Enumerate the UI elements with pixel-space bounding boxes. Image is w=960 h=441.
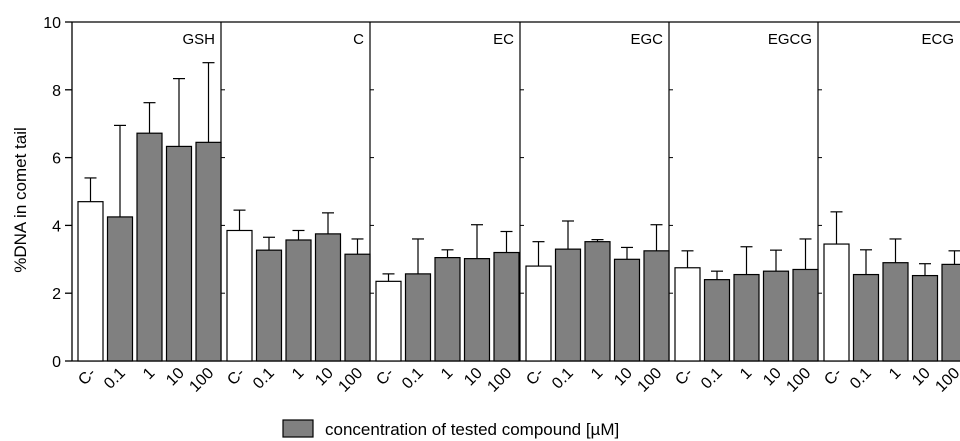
panel-label-c: C [353,31,364,48]
x-tick-label: 0.1 [399,365,427,393]
bar-egc-10 [613,258,641,362]
x-tick-label: 10 [909,365,934,390]
bar-ec-C- [375,280,402,362]
y-tick-label: 8 [52,83,61,100]
x-tick-label: 0.1 [101,365,129,393]
panel-label-egc: EGC [630,31,663,48]
bar-ec-100 [493,251,520,362]
bar-ec-10 [463,258,491,362]
bar-c-C- [226,229,253,362]
x-tick-label: 0.1 [549,365,577,393]
x-tick-label: 100 [783,365,814,396]
bar-c-100 [344,253,371,362]
x-tick-label: 100 [484,365,515,396]
panel-label-ec: EC [493,31,514,48]
bars-group [77,62,960,362]
x-tick-label: 10 [760,365,785,390]
legend-swatch [282,419,314,438]
x-tick-label: 1 [588,365,606,383]
x-tick-label: C- [672,365,696,389]
bar-gsh-10 [165,145,193,362]
bar-gsh-100 [195,141,222,362]
y-tick-label: 0 [52,354,61,371]
x-tick-label: 10 [163,365,188,390]
x-tick-label: 1 [438,365,456,383]
bar-c-1 [285,239,312,362]
bar-gsh-C- [77,201,104,362]
bar-ecg-10 [911,274,939,362]
x-tick-label: 0.1 [250,365,278,393]
bar-egcg-0.1 [703,279,731,362]
x-tick-label: 1 [140,365,158,383]
x-tick-label: 0.1 [847,365,875,393]
x-tick-label: 100 [186,365,217,396]
x-tick-label: 1 [289,365,307,383]
x-tick-label: 10 [312,365,337,390]
x-tick-label: C- [821,365,845,389]
x-tick-label: 100 [634,365,665,396]
x-tick-label: 10 [461,365,486,390]
x-tick-label: 10 [611,365,636,390]
y-axis-label: %DNA in comet tail [11,127,30,273]
panel-label-gsh: GSH [182,31,215,48]
y-tick-label: 10 [43,15,61,32]
y-tick-label: 4 [52,218,61,235]
bar-ecg-0.1 [852,273,880,362]
bar-c-10 [314,233,342,362]
x-tick-label: C- [224,365,248,389]
bar-egc-C- [525,265,552,362]
x-tick-label: 1 [886,365,904,383]
bar-gsh-1 [136,132,163,362]
bar-ec-1 [434,257,461,362]
bar-gsh-0.1 [106,216,134,362]
bar-egc-100 [643,250,670,362]
panel-label-egcg: EGCG [768,31,812,48]
bar-egcg-1 [733,273,760,362]
x-tick-label: 0.1 [698,365,726,393]
legend: concentration of tested compound [µM] [282,419,619,439]
legend-label: concentration of tested compound [µM] [325,420,619,439]
x-tick-label: C- [373,365,397,389]
x-tick-label: 1 [737,365,755,383]
panel-label-ecg: ECG [921,31,954,48]
bar-egcg-100 [792,268,819,362]
panels-group: GSH C EC EGC EGCG ECG [182,22,954,361]
bar-egcg-10 [762,270,790,362]
bar-c-0.1 [255,249,283,362]
bar-ecg-C- [823,243,850,362]
y-tick-label: 2 [52,286,61,303]
bar-egcg-C- [674,267,701,362]
bar-egc-0.1 [554,248,582,362]
bar-ecg-1 [882,262,909,362]
x-tick-label: 100 [932,365,960,396]
bar-ecg-100 [941,263,960,362]
x-tick-label: C- [523,365,547,389]
y-tick-label: 6 [52,151,61,168]
x-tick-label: C- [75,365,99,389]
bar-egc-1 [584,241,611,362]
x-tick-label: 100 [335,365,366,396]
bar-ec-0.1 [404,273,432,362]
